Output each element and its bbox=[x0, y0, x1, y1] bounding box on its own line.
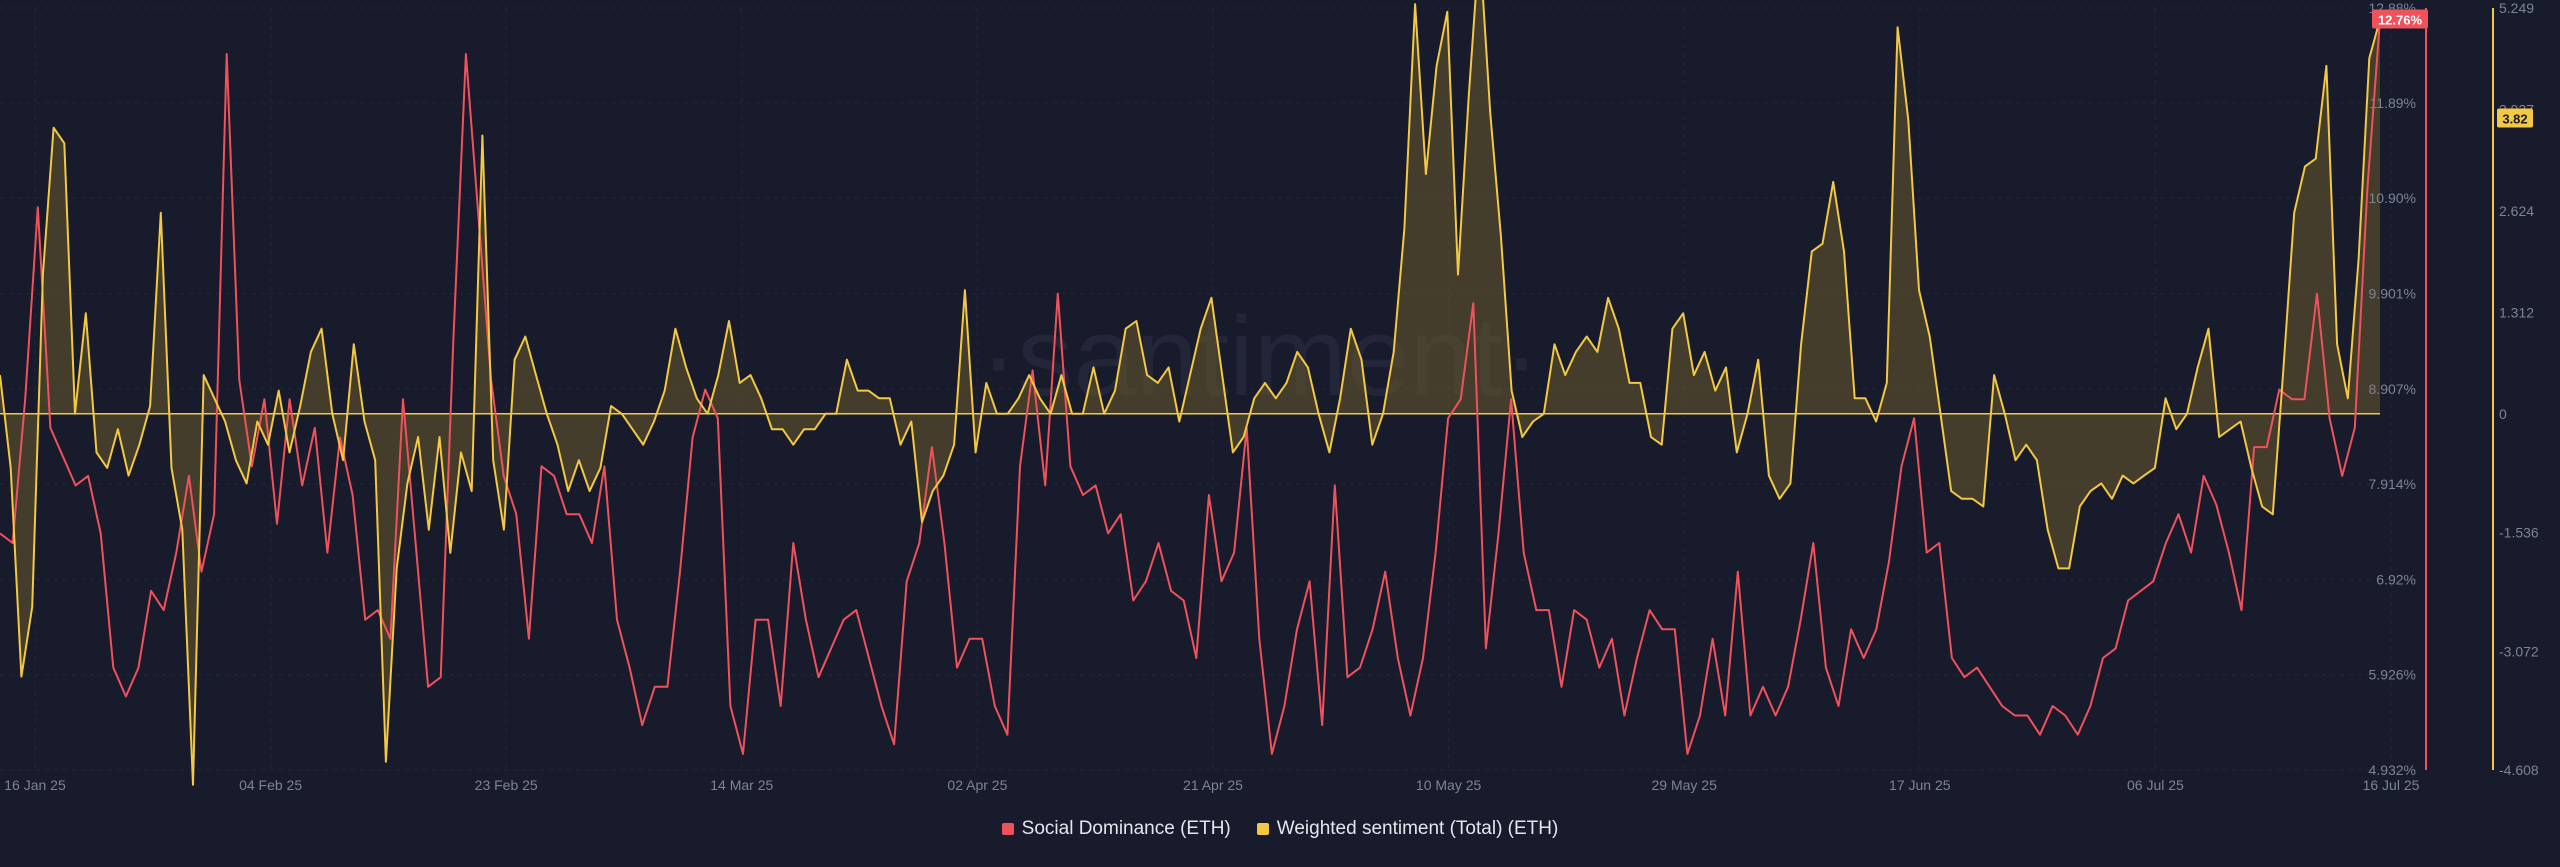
x-tick-label: 16 Jan 25 bbox=[4, 777, 66, 793]
x-tick-label: 17 Jun 25 bbox=[1889, 777, 1951, 793]
x-tick-label: 23 Feb 25 bbox=[475, 777, 538, 793]
x-tick-label: 16 Jul 25 bbox=[2363, 777, 2420, 793]
weighted-sentiment-line bbox=[0, 0, 2381, 786]
social-dominance-current-value: 12.76% bbox=[2378, 13, 2423, 28]
x-tick-label: 06 Jul 25 bbox=[2127, 777, 2184, 793]
right-tick-label: -4.608 bbox=[2499, 762, 2539, 778]
right-tick-label: 5.249 bbox=[2499, 0, 2534, 16]
legend-item-weighted-sentiment[interactable]: Weighted sentiment (Total) (ETH) bbox=[1256, 818, 1559, 840]
legend-item-social-dominance[interactable]: Social Dominance (ETH) bbox=[1001, 818, 1231, 840]
right-tick-label: -1.536 bbox=[2499, 525, 2539, 541]
left-tick-label: 6.92% bbox=[2376, 571, 2416, 587]
legend-swatch-social-dominance bbox=[1001, 823, 1014, 835]
sentiment-area bbox=[0, 0, 2380, 785]
right-tick-label: 0 bbox=[2499, 406, 2507, 422]
social-dominance-current-badge bbox=[2372, 9, 2428, 29]
axes: 12.88%11.89%10.90%9.901%8.907%7.914%6.92… bbox=[4, 0, 2539, 793]
chart-canvas: ·santiment· 12.88%11.89%10.90%9.901%8.90… bbox=[0, 0, 2539, 793]
x-tick-label: 21 Apr 25 bbox=[1183, 777, 1243, 793]
series-lines bbox=[0, 0, 2381, 786]
left-tick-label: 9.901% bbox=[2369, 286, 2416, 302]
weighted-sentiment-current-badge bbox=[2497, 108, 2533, 128]
legend-swatch-weighted-sentiment bbox=[1256, 823, 1269, 835]
left-tick-label: 8.907% bbox=[2369, 381, 2416, 397]
legend: Social Dominance (ETH) Weighted sentimen… bbox=[0, 818, 2560, 840]
left-tick-label: 11.89% bbox=[2370, 95, 2416, 111]
left-tick-label: 7.914% bbox=[2369, 476, 2416, 492]
left-tick-label: 10.90% bbox=[2369, 190, 2416, 206]
legend-label-social-dominance: Social Dominance (ETH) bbox=[1021, 818, 1231, 839]
sentiment-area-fill bbox=[0, 0, 2380, 785]
x-tick-label: 04 Feb 25 bbox=[239, 777, 302, 793]
right-tick-label: 1.312 bbox=[2499, 304, 2534, 320]
social-dominance-line bbox=[0, 19, 2381, 755]
right-tick-label: -3.072 bbox=[2499, 643, 2539, 659]
x-tick-label: 02 Apr 25 bbox=[947, 777, 1007, 793]
legend-label-weighted-sentiment: Weighted sentiment (Total) (ETH) bbox=[1276, 818, 1559, 839]
left-tick-label: 5.926% bbox=[2369, 667, 2416, 683]
right-tick-label: 2.624 bbox=[2499, 203, 2534, 219]
x-tick-label: 10 May 25 bbox=[1416, 777, 1482, 793]
left-tick-label: 4.932% bbox=[2369, 762, 2416, 778]
weighted-sentiment-current-value: 3.82 bbox=[2502, 111, 2527, 126]
x-tick-label: 14 Mar 25 bbox=[710, 777, 773, 793]
x-tick-label: 29 May 25 bbox=[1652, 777, 1718, 793]
